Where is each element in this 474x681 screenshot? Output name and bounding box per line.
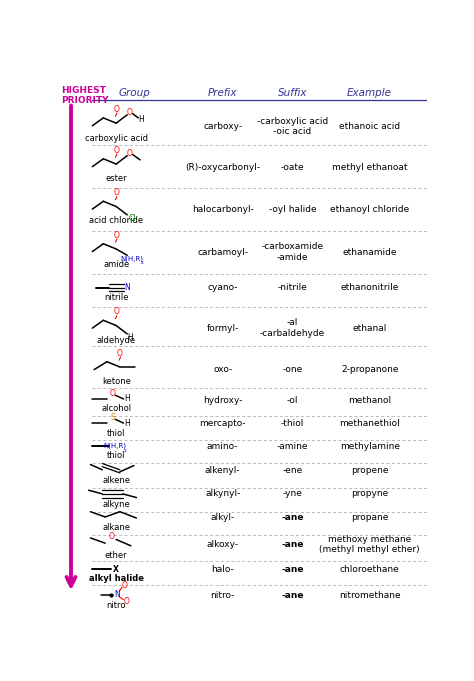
Text: H: H bbox=[128, 332, 133, 342]
Text: aldehyde: aldehyde bbox=[97, 336, 136, 345]
Text: -carboxylic acid
-oic acid: -carboxylic acid -oic acid bbox=[257, 116, 328, 136]
Text: (R)-oxycarbonyl-: (R)-oxycarbonyl- bbox=[185, 163, 260, 172]
Text: O: O bbox=[124, 597, 129, 606]
Text: H: H bbox=[124, 419, 130, 428]
Text: O: O bbox=[109, 390, 116, 398]
Text: Example: Example bbox=[347, 89, 392, 98]
Text: formyl-: formyl- bbox=[207, 323, 239, 333]
Text: Prefix: Prefix bbox=[208, 89, 237, 98]
Text: -ol: -ol bbox=[287, 396, 298, 405]
Text: -nitrile: -nitrile bbox=[278, 283, 308, 292]
Text: O: O bbox=[109, 532, 114, 541]
Text: O: O bbox=[113, 146, 119, 155]
Text: -ane: -ane bbox=[281, 565, 304, 574]
Text: alkane: alkane bbox=[102, 523, 130, 532]
Text: cyano-: cyano- bbox=[208, 283, 238, 292]
Text: propane: propane bbox=[351, 513, 388, 522]
Text: 2-propanone: 2-propanone bbox=[341, 364, 399, 374]
Text: methanethiol: methanethiol bbox=[339, 419, 400, 428]
Text: hydroxy-: hydroxy- bbox=[203, 396, 243, 405]
Text: carboxy-: carboxy- bbox=[203, 122, 242, 131]
Text: ₂: ₂ bbox=[141, 259, 144, 265]
Text: -oyl halide: -oyl halide bbox=[269, 205, 316, 214]
Text: nitromethane: nitromethane bbox=[339, 590, 401, 599]
Text: O: O bbox=[113, 105, 119, 114]
Text: N: N bbox=[124, 283, 130, 292]
Text: O: O bbox=[117, 349, 123, 358]
Text: alkyne: alkyne bbox=[102, 500, 130, 509]
Text: N: N bbox=[114, 590, 120, 599]
Text: H: H bbox=[124, 394, 130, 403]
Text: HIGHEST
PRIORITY: HIGHEST PRIORITY bbox=[61, 86, 108, 106]
Text: thiol: thiol bbox=[107, 451, 126, 460]
Text: halocarbonyl-: halocarbonyl- bbox=[192, 205, 254, 214]
Text: methanol: methanol bbox=[348, 396, 391, 405]
Text: N(H,R): N(H,R) bbox=[103, 443, 126, 449]
Text: -ane: -ane bbox=[281, 590, 304, 599]
Text: N(H,R): N(H,R) bbox=[121, 255, 144, 262]
Text: -thiol: -thiol bbox=[281, 419, 304, 428]
Text: nitro-: nitro- bbox=[210, 590, 235, 599]
Text: ethanamide: ethanamide bbox=[342, 248, 397, 257]
Text: chloroethane: chloroethane bbox=[340, 565, 400, 574]
Text: ester: ester bbox=[105, 174, 127, 183]
Text: alkynyl-: alkynyl- bbox=[205, 490, 240, 498]
Text: -ene: -ene bbox=[283, 466, 302, 475]
Text: O: O bbox=[127, 148, 133, 157]
Text: -ane: -ane bbox=[281, 540, 304, 549]
Text: Cl: Cl bbox=[128, 214, 136, 223]
Text: amino-: amino- bbox=[207, 442, 238, 451]
Text: methoxy methane
(methyl methyl ether): methoxy methane (methyl methyl ether) bbox=[319, 535, 420, 554]
Text: methylamine: methylamine bbox=[340, 442, 400, 451]
Text: oxo-: oxo- bbox=[213, 364, 232, 374]
Text: amide: amide bbox=[103, 259, 129, 269]
Text: alkyl-: alkyl- bbox=[210, 513, 235, 522]
Text: Group: Group bbox=[118, 89, 150, 98]
Text: -al
-carbaldehyde: -al -carbaldehyde bbox=[260, 319, 325, 338]
Text: thiol: thiol bbox=[107, 428, 126, 438]
Text: ethanal: ethanal bbox=[353, 323, 387, 333]
Text: ketone: ketone bbox=[102, 377, 131, 385]
Text: ethanoyl chloride: ethanoyl chloride bbox=[330, 205, 409, 214]
Text: carbamoyl-: carbamoyl- bbox=[197, 248, 248, 257]
Text: propene: propene bbox=[351, 466, 388, 475]
Text: nitrile: nitrile bbox=[104, 293, 128, 302]
Text: -ane: -ane bbox=[281, 513, 304, 522]
Text: nitro: nitro bbox=[107, 601, 126, 610]
Text: ether: ether bbox=[105, 551, 128, 560]
Text: -one: -one bbox=[283, 364, 302, 374]
Text: X: X bbox=[112, 565, 118, 574]
Text: S: S bbox=[110, 413, 115, 422]
Text: H: H bbox=[138, 115, 144, 124]
Text: alkyl halide: alkyl halide bbox=[89, 574, 144, 584]
Text: -amine: -amine bbox=[277, 442, 308, 451]
Text: Suffix: Suffix bbox=[278, 89, 307, 98]
Text: ethanoic acid: ethanoic acid bbox=[339, 122, 400, 131]
Text: ₂: ₂ bbox=[123, 447, 126, 453]
Text: acid chloride: acid chloride bbox=[89, 216, 143, 225]
Text: alcohol: alcohol bbox=[101, 405, 131, 413]
Text: halo-: halo- bbox=[211, 565, 234, 574]
Text: carboxylic acid: carboxylic acid bbox=[85, 134, 148, 143]
Text: ethanonitrile: ethanonitrile bbox=[340, 283, 399, 292]
Text: alkoxy-: alkoxy- bbox=[207, 540, 239, 549]
Text: O: O bbox=[113, 231, 119, 240]
Text: methyl ethanoat: methyl ethanoat bbox=[332, 163, 408, 172]
Text: -carboxamide
-amide: -carboxamide -amide bbox=[262, 242, 324, 262]
Text: -oate: -oate bbox=[281, 163, 304, 172]
Text: O: O bbox=[113, 307, 119, 317]
Text: O: O bbox=[113, 189, 119, 197]
Text: O: O bbox=[127, 108, 133, 116]
Text: mercapto-: mercapto- bbox=[200, 419, 246, 428]
Text: O: O bbox=[121, 581, 127, 590]
Text: propyne: propyne bbox=[351, 490, 388, 498]
Text: alkene: alkene bbox=[102, 476, 130, 486]
Text: alkenyl-: alkenyl- bbox=[205, 466, 240, 475]
Text: -yne: -yne bbox=[283, 490, 302, 498]
